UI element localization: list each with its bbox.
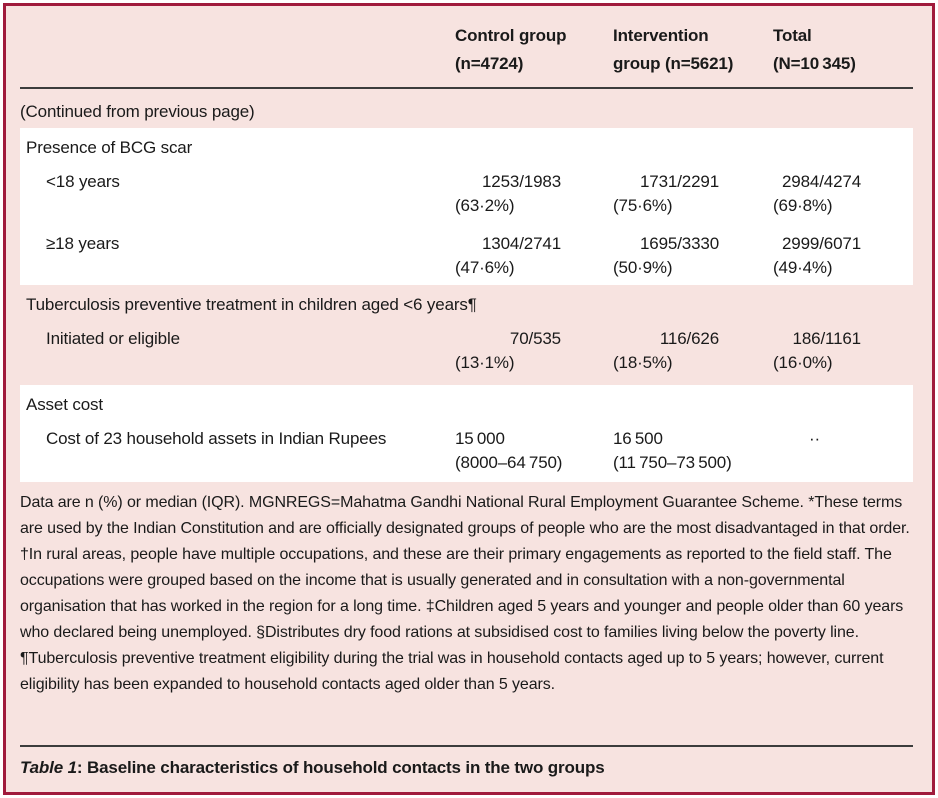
total-cell: 186/1161 (16·0%)	[773, 327, 913, 379]
intervention-cell: 16 500 (11 750–73 500)	[613, 427, 773, 479]
row-label: Initiated or eligible	[46, 329, 180, 348]
total-cell: 2984/4274 (69·8%)	[773, 170, 913, 222]
header-divider-rule	[20, 87, 913, 89]
cell-percent: (69·8%)	[773, 196, 833, 215]
column-header-control-group: Control group (n=4724)	[455, 22, 613, 78]
intervention-cell: 1731/2291 (75·6%)	[613, 170, 773, 222]
caption-divider-rule	[20, 745, 913, 747]
control-cell: 15 000 (8000–64 750)	[455, 427, 613, 479]
column-header-line: group (n=5621)	[613, 54, 734, 73]
section-asset-cost: Asset cost Cost of 23 household assets i…	[20, 385, 913, 482]
table-header-row: Control group (n=4724) Intervention grou…	[20, 22, 913, 78]
cell-percent: (13·1%)	[455, 353, 515, 372]
control-cell: 1253/1983 (63·2%)	[455, 170, 613, 222]
column-header-line: (N=10 345)	[773, 54, 856, 73]
cell-numerator: 186/1161	[792, 329, 862, 348]
control-cell: 70/535 (13·1%)	[455, 327, 613, 379]
section-tb-preventive-treatment: Tuberculosis preventive treatment in chi…	[20, 285, 913, 385]
cell-numerator: 1253/1983	[481, 172, 561, 191]
table-row: <18 years 1253/1983 (63·2%) 1731/2291 (7…	[20, 166, 913, 222]
intervention-cell: 116/626 (18·5%)	[613, 327, 773, 379]
section-presence-of-bcg-scar: Presence of BCG scar <18 years 1253/1983…	[20, 128, 913, 285]
total-cell: 2999/6071 (49·4%)	[773, 232, 913, 284]
section-title: Asset cost	[26, 395, 103, 414]
continued-note: (Continued from previous page)	[20, 102, 255, 121]
column-header-total: Total (N=10 345)	[773, 22, 913, 78]
cell-percent: (50·9%)	[613, 258, 673, 277]
table-caption: Table 1: Baseline characteristics of hou…	[20, 754, 913, 782]
table-caption-text: : Baseline characteristics of household …	[76, 758, 605, 777]
cell-percent: (49·4%)	[773, 258, 833, 277]
cell-iqr: (11 750–73 500)	[613, 453, 732, 472]
table-footnotes: Data are n (%) or median (IQR). MGNREGS=…	[20, 494, 910, 693]
total-cell: ··	[773, 427, 913, 479]
section-title: Presence of BCG scar	[26, 138, 193, 157]
cell-numerator: 70/535	[509, 329, 561, 348]
column-header-line: Total	[773, 26, 812, 45]
cell-percent: (47·6%)	[455, 258, 515, 277]
row-label: <18 years	[46, 172, 120, 191]
column-header-line: (n=4724)	[455, 54, 524, 73]
cell-numerator: 1304/2741	[481, 234, 561, 253]
cell-numerator: 2999/6071	[781, 234, 861, 253]
cell-percent: (63·2%)	[455, 196, 515, 215]
cell-numerator: 2984/4274	[781, 172, 861, 191]
row-label: ≥18 years	[46, 234, 120, 253]
row-label: Cost of 23 household assets in Indian Ru…	[46, 429, 387, 448]
table-row: Cost of 23 household assets in Indian Ru…	[20, 423, 913, 479]
column-header-line: Intervention	[613, 26, 709, 45]
cell-median: 16 500	[613, 429, 663, 448]
cell-iqr: (8000–64 750)	[455, 453, 563, 472]
cell-numerator: 1695/3330	[639, 234, 719, 253]
table-caption-number: Table 1	[20, 758, 77, 777]
cell-median: 15 000	[455, 429, 505, 448]
cell-numerator: 1731/2291	[639, 172, 719, 191]
column-header-intervention-group: Intervention group (n=5621)	[613, 22, 773, 78]
missing-value-dots: ··	[809, 429, 821, 448]
table-row: ≥18 years 1304/2741 (47·6%) 1695/3330 (5…	[20, 228, 913, 284]
table-row: Initiated or eligible 70/535 (13·1%) 116…	[20, 323, 913, 379]
column-header-characteristic	[20, 22, 455, 78]
lancet-table-panel: Control group (n=4724) Intervention grou…	[3, 3, 935, 795]
cell-percent: (75·6%)	[613, 196, 673, 215]
column-header-line: Control group	[455, 26, 567, 45]
cell-percent: (16·0%)	[773, 353, 833, 372]
section-title: Tuberculosis preventive treatment in chi…	[26, 295, 477, 314]
intervention-cell: 1695/3330 (50·9%)	[613, 232, 773, 284]
cell-percent: (18·5%)	[613, 353, 673, 372]
cell-numerator: 116/626	[659, 329, 719, 348]
control-cell: 1304/2741 (47·6%)	[455, 232, 613, 284]
